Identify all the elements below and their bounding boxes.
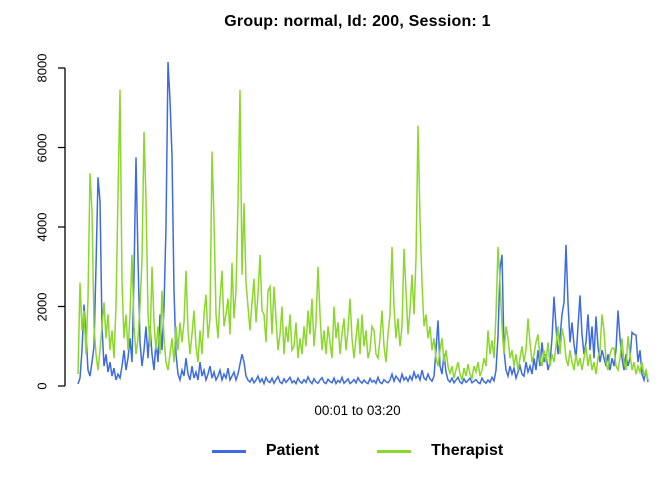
- legend-label-therapist: Therapist: [431, 442, 504, 459]
- x-axis-label: 00:01 to 03:20: [314, 403, 401, 418]
- legend-label-patient: Patient: [265, 442, 320, 459]
- y-tick-label: 0: [34, 382, 50, 390]
- chart-title: Group: normal, Id: 200, Session: 1: [224, 13, 491, 30]
- legend-item-patient: Patient: [211, 442, 320, 460]
- y-tick-label: 8000: [34, 53, 50, 83]
- series-line-therapist: [77, 89, 649, 381]
- patient-line-swatch: [211, 449, 246, 453]
- therapist-line-swatch: [377, 449, 412, 453]
- y-axis: [58, 67, 66, 387]
- y-tick-label: 6000: [34, 133, 50, 162]
- legend-item-therapist: Therapist: [377, 442, 503, 460]
- y-tick-label: 4000: [34, 212, 50, 242]
- legend: Patient Therapist: [65, 440, 650, 462]
- y-tick-label: 2000: [34, 292, 50, 321]
- series-line-patient: [77, 61, 649, 386]
